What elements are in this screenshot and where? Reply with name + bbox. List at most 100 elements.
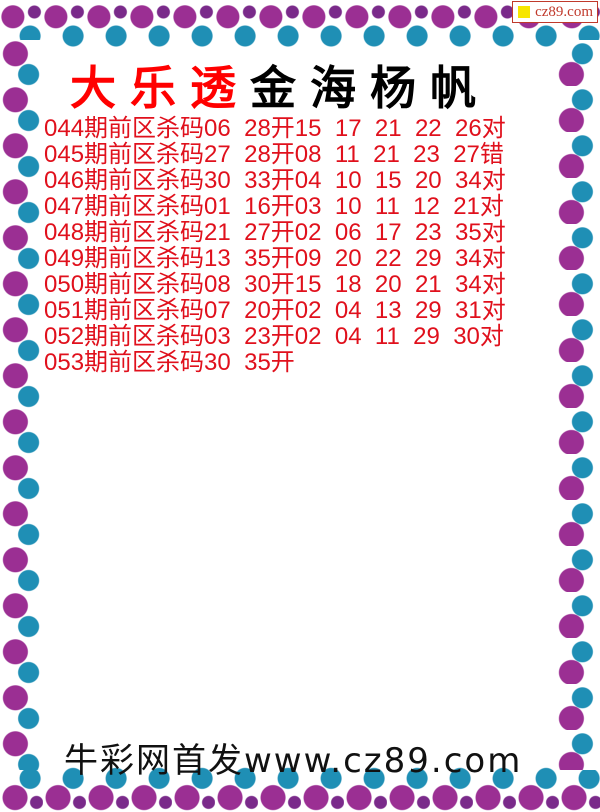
- kill-number: 03: [204, 323, 231, 350]
- kill-number: 13: [204, 245, 231, 272]
- draw-number: 34: [454, 271, 482, 298]
- issue-number: 046: [44, 167, 85, 194]
- row-label: 期前区杀码: [84, 271, 205, 298]
- issue-number: 047: [44, 193, 85, 220]
- result-mark: 对: [479, 193, 504, 220]
- kill-number: 35: [244, 349, 271, 376]
- draw-number: 31: [454, 297, 482, 324]
- draw-number: 29: [413, 323, 440, 350]
- decorative-border-right: [556, 40, 600, 770]
- draw-number: 22: [414, 115, 442, 142]
- draw-number: 04: [294, 167, 322, 194]
- draw-number: 10: [334, 193, 362, 220]
- draw-number: 20: [334, 245, 362, 272]
- draw-number: 21: [373, 141, 400, 168]
- kill-number: 35: [244, 245, 271, 272]
- result-mark: 对: [479, 323, 504, 350]
- issue-number: 048: [44, 219, 85, 246]
- row-label: 期前区杀码: [84, 323, 205, 350]
- draw-number: 15: [294, 271, 322, 298]
- draw-number: 27: [453, 141, 480, 168]
- kill-number: 27: [204, 141, 231, 168]
- prediction-row: 050期前区杀码08 30开15 18 20 21 34对: [44, 272, 506, 298]
- issue-number: 053: [44, 349, 85, 376]
- result-mark: 错: [479, 141, 504, 168]
- kill-number: 08: [204, 271, 231, 298]
- draw-number: 09: [294, 245, 322, 272]
- prediction-row: 049期前区杀码13 35开09 20 22 29 34对: [44, 246, 506, 272]
- draw-number: 11: [374, 323, 400, 350]
- issue-number: 051: [44, 297, 85, 324]
- kill-number: 20: [244, 297, 271, 324]
- row-label: 期前区杀码: [84, 297, 205, 324]
- draw-label: 开: [270, 219, 295, 246]
- draw-label: 开: [270, 297, 295, 324]
- issue-number: 045: [44, 141, 85, 168]
- draw-number: 10: [334, 167, 362, 194]
- draw-number: 34: [454, 167, 482, 194]
- draw-number: 11: [334, 141, 360, 168]
- row-label: 期前区杀码: [84, 193, 205, 220]
- draw-number: 02: [294, 219, 322, 246]
- issue-number: 050: [44, 271, 85, 298]
- kill-number: 28: [244, 141, 271, 168]
- draw-number: 13: [374, 297, 402, 324]
- draw-label: 开: [270, 271, 295, 298]
- footer-source: 牛彩网首发www.cz89.com: [64, 741, 523, 781]
- kill-number: 01: [204, 193, 231, 220]
- result-mark: 对: [481, 245, 506, 272]
- draw-number: 35: [454, 219, 482, 246]
- draw-number: 04: [334, 297, 362, 324]
- kill-number: 16: [244, 193, 271, 220]
- row-label: 期前区杀码: [84, 141, 205, 168]
- draw-number: 29: [414, 297, 442, 324]
- kill-number: 21: [204, 219, 231, 246]
- prediction-list: 044期前区杀码06 28开15 17 21 22 26对 045期前区杀码27 …: [44, 116, 506, 376]
- draw-number: 20: [374, 271, 402, 298]
- draw-number: 23: [414, 219, 442, 246]
- prediction-row: 052期前区杀码03 23开02 04 11 29 30对: [44, 324, 506, 350]
- draw-label: 开: [270, 323, 295, 350]
- kill-number: 07: [204, 297, 231, 324]
- draw-label: 开: [270, 349, 295, 376]
- draw-number: 02: [294, 323, 322, 350]
- row-label: 期前区杀码: [84, 219, 205, 246]
- draw-number: 26: [454, 115, 482, 142]
- kill-number: 30: [204, 349, 231, 376]
- draw-number: 21: [374, 115, 402, 142]
- kill-number: 27: [244, 219, 271, 246]
- prediction-row: 045期前区杀码27 28开08 11 21 23 27错: [44, 142, 506, 168]
- draw-number: 08: [294, 141, 322, 168]
- page-title: 大乐透金海杨帆: [70, 60, 490, 116]
- yellow-square-icon: [518, 6, 531, 18]
- draw-number: 22: [374, 245, 402, 272]
- result-mark: 对: [481, 115, 506, 142]
- draw-number: 29: [414, 245, 442, 272]
- result-mark: 对: [481, 219, 506, 246]
- issue-number: 052: [44, 323, 85, 350]
- draw-number: 30: [453, 323, 480, 350]
- prediction-row: 048期前区杀码21 27开02 06 17 23 35对: [44, 220, 506, 246]
- kill-number: 33: [244, 167, 271, 194]
- draw-number: 20: [414, 167, 442, 194]
- draw-number: 21: [453, 193, 480, 220]
- kill-number: 23: [244, 323, 271, 350]
- kill-number: 06: [204, 115, 231, 142]
- draw-number: 02: [294, 297, 322, 324]
- draw-number: 06: [334, 219, 362, 246]
- site-badge[interactable]: cz89.com: [512, 1, 598, 23]
- kill-number: 30: [244, 271, 271, 298]
- result-mark: 对: [481, 271, 506, 298]
- issue-number: 044: [44, 115, 85, 142]
- prediction-row: 046期前区杀码30 33开04 10 15 20 34对: [44, 168, 506, 194]
- row-label: 期前区杀码: [84, 115, 205, 142]
- title-author: 金海杨帆: [250, 61, 490, 115]
- title-lottery-name: 大乐透: [70, 61, 250, 115]
- draw-number: 17: [334, 115, 362, 142]
- draw-label: 开: [270, 141, 295, 168]
- draw-number: 11: [374, 193, 400, 220]
- draw-label: 开: [270, 245, 295, 272]
- draw-label: 开: [270, 115, 295, 142]
- issue-number: 049: [44, 245, 85, 272]
- row-label: 期前区杀码: [84, 167, 205, 194]
